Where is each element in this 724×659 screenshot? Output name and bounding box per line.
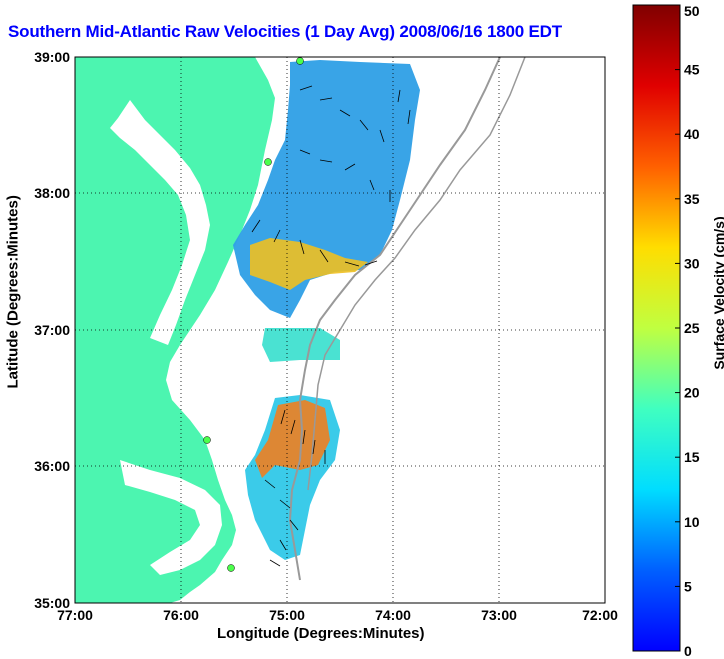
colorbar-tick-label: 10 [684, 514, 700, 530]
chesapeake-bay [110, 100, 210, 345]
x-tick-label: 73:00 [481, 607, 517, 623]
velocity-vectors [251, 85, 411, 567]
colorbar-tick-label: 15 [684, 449, 700, 465]
colorbar-tick-label: 45 [684, 62, 700, 78]
colorbar-tick-label: 50 [684, 3, 700, 19]
radar-site [227, 564, 235, 572]
plot-frame [74, 56, 606, 604]
colorbar-tick-label: 0 [684, 643, 692, 659]
x-tick-label: 77:00 [57, 607, 93, 623]
pamlico-sound [120, 460, 222, 575]
shelf-contour [288, 57, 501, 581]
colorbar-tick-label: 5 [684, 578, 692, 594]
radar-site [264, 158, 272, 166]
x-tick-label: 76:00 [163, 607, 199, 623]
y-tick-label: 38:00 [34, 185, 70, 201]
colorbar [632, 4, 681, 652]
x-tick-label: 75:00 [269, 607, 305, 623]
current-field-mid [262, 328, 340, 362]
colorbar-tick-label: 25 [684, 320, 700, 336]
y-tick-label: 37:00 [34, 322, 70, 338]
radar-site [203, 436, 211, 444]
current-field-north-hot [250, 238, 368, 290]
shelf-contour-outer [307, 57, 526, 491]
colorbar-tick-label: 35 [684, 191, 700, 207]
y-tick-label: 39:00 [34, 49, 70, 65]
map-title: Southern Mid-Atlantic Raw Velocities (1 … [8, 22, 562, 41]
colorbar-tick-label: 20 [684, 385, 700, 401]
colorbar-tick-label: 30 [684, 255, 700, 271]
y-tick-label: 36:00 [34, 458, 70, 474]
grid-lines [75, 57, 605, 603]
radar-site [296, 57, 304, 65]
x-axis-label: Longitude (Degrees:Minutes) [217, 625, 425, 642]
x-tick-label: 72:00 [582, 607, 618, 623]
y-tick-label: 35:00 [34, 595, 70, 611]
colorbar-tick-label: 40 [684, 126, 700, 142]
x-tick-label: 74:00 [375, 607, 411, 623]
colorbar-ticks: 0 5 10 15 20 25 30 35 40 45 50 [675, 3, 700, 659]
